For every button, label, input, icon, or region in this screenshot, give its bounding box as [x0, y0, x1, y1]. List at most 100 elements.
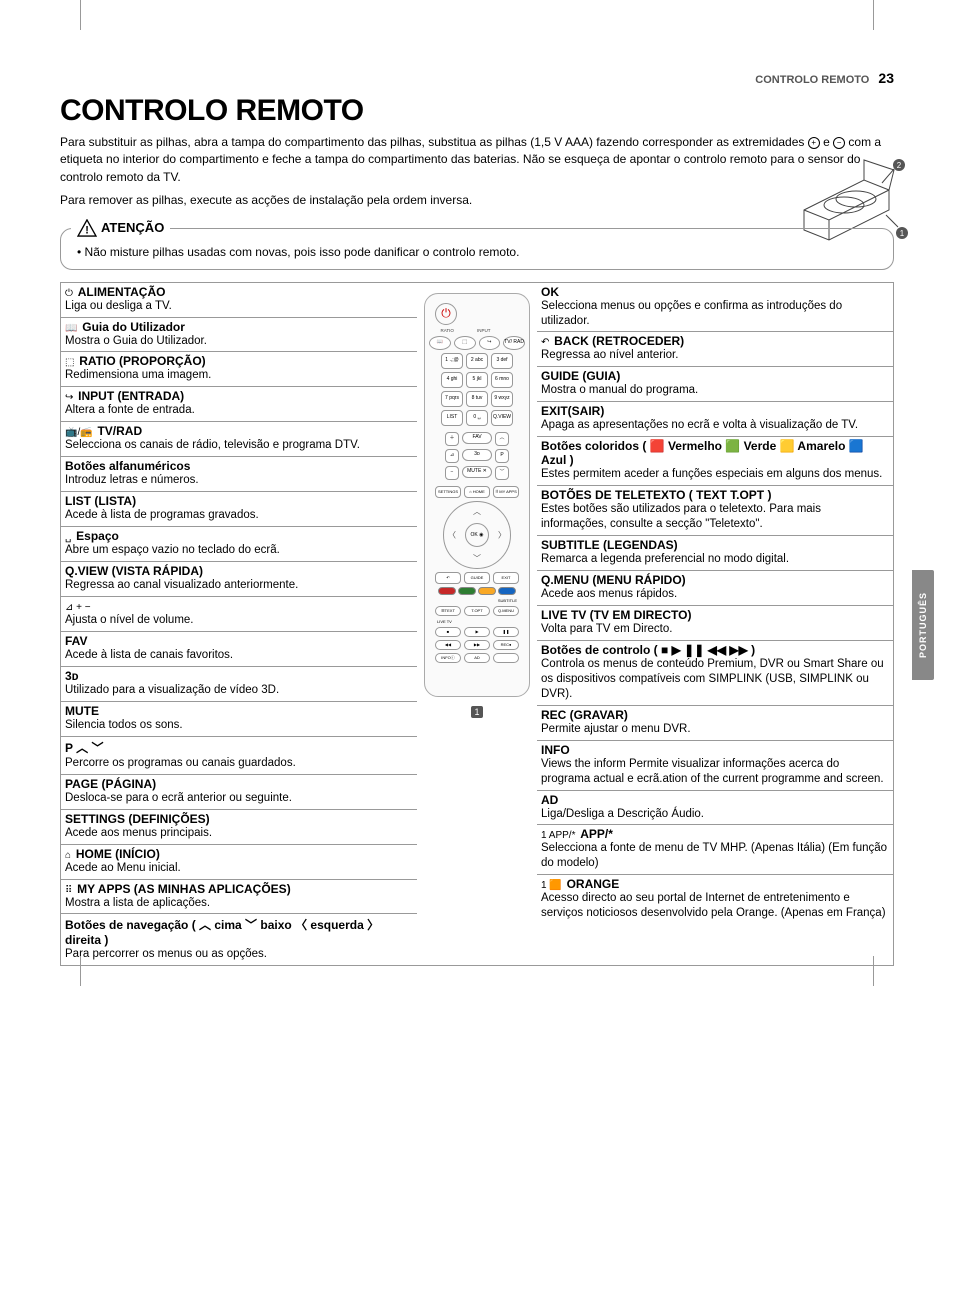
item-desc: Mostra o manual do programa. — [541, 383, 889, 398]
item-desc: Estes permitem aceder a funções especiai… — [541, 467, 889, 482]
svg-text:2: 2 — [897, 161, 902, 170]
item-desc: Acede aos menus rápidos. — [541, 587, 889, 602]
remote-btn: ❚❚ — [493, 627, 519, 637]
item-desc: Acede ao Menu inicial. — [65, 861, 413, 876]
color-btn — [438, 587, 456, 595]
language-tab: PORTUGUÊS — [912, 570, 934, 680]
remote-btn: ☰TEXT — [435, 606, 461, 616]
main-content: ⏻ ALIMENTAÇÃOLiga ou desliga a TV.📖 Guia… — [60, 282, 894, 967]
numpad-btn: Q.VIEW — [491, 410, 513, 426]
item-title: ␣ Espaço — [65, 529, 413, 543]
item-icon: ⠿ — [65, 885, 75, 896]
intro-after: Para remover as pilhas, execute as acçõe… — [60, 192, 894, 209]
ch-up: ︿ — [495, 432, 509, 446]
item-desc: Estes botões são utilizados para o telet… — [541, 502, 889, 532]
remote-btn: ⌂ HOME — [464, 486, 490, 498]
numpad-btn: 4 ghi — [441, 372, 463, 388]
item-title: 1 🟧 ORANGE — [541, 877, 889, 891]
item-desc: Acede aos menus principais. — [65, 826, 413, 841]
reference-item: ADLiga/Desliga a Descrição Áudio. — [537, 791, 893, 826]
numpad-btn: 3 def — [491, 353, 513, 369]
item-title: ⠿ MY APPS (AS MINHAS APLICAÇÕES) — [65, 882, 413, 896]
intro-text: Para substituir as pilhas, abra a tampa … — [60, 134, 894, 186]
item-title: Botões de navegação ( ︿ cima ﹀ baixo 〈 e… — [65, 916, 413, 947]
remote-btn: ⠿ MY APPS — [493, 486, 519, 498]
item-title: FAV — [65, 634, 413, 648]
reference-item: P ︿ ﹀Percorre os programas ou canais gua… — [61, 737, 417, 775]
item-desc: Redimensiona uma imagem. — [65, 368, 413, 383]
numpad-btn: 8 tuv — [466, 391, 488, 407]
item-icon: ⬚ — [65, 357, 77, 368]
reference-item: ⌂ HOME (INÍCIO)Acede ao Menu inicial. — [61, 845, 417, 880]
left-column: ⏻ ALIMENTAÇÃOLiga ou desliga a TV.📖 Guia… — [61, 283, 417, 966]
reference-item: Botões de navegação ( ︿ cima ﹀ baixo 〈 e… — [61, 914, 417, 965]
item-desc: Regressa ao canal visualizado anteriorme… — [65, 578, 413, 593]
item-desc: Introduz letras e números. — [65, 473, 413, 488]
item-desc: Liga ou desliga a TV. — [65, 299, 413, 314]
color-btn — [498, 587, 516, 595]
reference-item: ↪ INPUT (ENTRADA)Altera a fonte de entra… — [61, 387, 417, 422]
item-desc: Regressa ao nível anterior. — [541, 348, 889, 363]
item-title: MUTE — [65, 704, 413, 718]
numpad-btn: LIST — [441, 410, 463, 426]
vol-down: − — [445, 466, 459, 480]
page-header: CONTROLO REMOTO 23 — [60, 70, 894, 86]
remote-btn: ↶ — [435, 572, 461, 584]
reference-item: LIST (LISTA)Acede à lista de programas g… — [61, 492, 417, 527]
remote-btn: INFOⓘ — [435, 653, 461, 663]
item-title: ↶ BACK (RETROCEDER) — [541, 334, 889, 348]
reference-item: GUIDE (GUIA)Mostra o manual do programa. — [537, 367, 893, 402]
reference-item: Botões de controlo ( ■ ▶ ❚❚ ◀◀ ▶▶ )Contr… — [537, 641, 893, 706]
remote-btn: Q.MENU — [493, 606, 519, 616]
item-desc: Ajusta o nível de volume. — [65, 613, 413, 628]
numpad-btn: 1 .,;@ — [441, 353, 463, 369]
reference-item: ␣ EspaçoAbre um espaço vazio no teclado … — [61, 527, 417, 562]
item-desc: Remarca a legenda preferencial no modo d… — [541, 552, 889, 567]
remote-btn: AD — [464, 653, 490, 663]
color-btn — [458, 587, 476, 595]
item-title: LIVE TV (TV EM DIRECTO) — [541, 608, 889, 622]
reference-item: ⊿ + − Ajusta o nível de volume. — [61, 597, 417, 632]
item-desc: Controla os menus de conteúdo Premium, D… — [541, 657, 889, 702]
item-title: GUIDE (GUIA) — [541, 369, 889, 383]
numpad-btn: 7 pqrs — [441, 391, 463, 407]
item-desc: Para percorrer os menus ou as opções. — [65, 947, 413, 962]
reference-item: INFOViews the inform Permite visualizar … — [537, 741, 893, 791]
reference-item: LIVE TV (TV EM DIRECTO)Volta para TV em … — [537, 606, 893, 641]
attention-box: ! ATENÇÃO • Não misture pilhas usadas co… — [60, 228, 894, 270]
remote-btn: TV/ RAD — [503, 336, 525, 350]
reference-item: SUBTITLE (LEGENDAS)Remarca a legenda pre… — [537, 536, 893, 571]
remote-btn: ⬚ — [454, 336, 476, 350]
item-title: BOTÕES DE TELETEXTO ( TEXT T.OPT ) — [541, 488, 889, 502]
item-icon: 📖 — [65, 323, 80, 334]
remote-btn — [493, 653, 519, 663]
remote-btn: GUIDE — [464, 572, 490, 584]
remote-btn: T.OPT — [464, 606, 490, 616]
page-title: CONTROLO REMOTO — [60, 94, 894, 128]
dpad: ︿﹀〈〉 OK ◉ — [443, 501, 511, 569]
reference-item: ↶ BACK (RETROCEDER)Regressa ao nível ant… — [537, 332, 893, 367]
remote-btn: ◀◀ — [435, 640, 461, 650]
item-title: REC (GRAVAR) — [541, 708, 889, 722]
item-desc: Acesso directo ao seu portal de Internet… — [541, 891, 889, 921]
attention-label: ! ATENÇÃO — [71, 219, 170, 237]
item-icon: 📺/📻 — [65, 427, 95, 438]
reference-item: 1 🟧 ORANGEAcesso directo ao seu portal d… — [537, 875, 893, 924]
reference-item: MUTESilencia todos os sons. — [61, 702, 417, 737]
item-icon: ⏻ — [65, 288, 76, 299]
item-title: ⌂ HOME (INÍCIO) — [65, 847, 413, 861]
power-button: ⏻ — [435, 303, 457, 325]
item-title: ⬚ RATIO (PROPORÇÃO) — [65, 354, 413, 368]
item-title: Botões alfanuméricos — [65, 459, 413, 473]
reference-item: OKSelecciona menus ou opções e confirma … — [537, 283, 893, 333]
color-buttons — [429, 587, 525, 595]
remote-btn: SETTINGS — [435, 486, 461, 498]
item-title: Q.MENU (MENU RÁPIDO) — [541, 573, 889, 587]
reference-item: SETTINGS (DEFINIÇÕES)Acede aos menus pri… — [61, 810, 417, 845]
item-title: SUBTITLE (LEGENDAS) — [541, 538, 889, 552]
item-icon: ↶ — [541, 337, 552, 348]
remote-btn: ■ — [435, 627, 461, 637]
item-desc: Views the inform Permite visualizar info… — [541, 757, 889, 787]
remote-btn: ▶ — [464, 627, 490, 637]
color-btn — [478, 587, 496, 595]
